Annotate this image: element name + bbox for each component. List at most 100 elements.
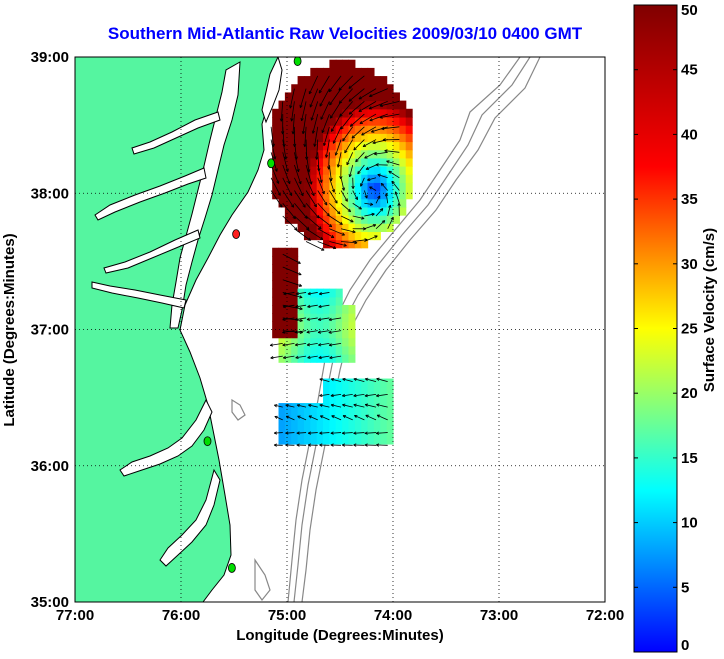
chesapeake-bay: [169, 61, 241, 329]
velocity-cell: [278, 247, 286, 257]
velocity-cell: [316, 435, 324, 445]
velocity-cell: [335, 435, 343, 445]
velocity-cell: [316, 149, 324, 159]
velocity-cell: [297, 125, 305, 134]
velocity-arrow: [355, 152, 365, 163]
colorbar-tick-label: 50: [681, 2, 698, 19]
velocity-arrow-head: [308, 403, 312, 406]
velocity-arrow-head: [302, 205, 306, 208]
velocity-arrow-head: [351, 185, 354, 189]
velocity-cell: [297, 313, 305, 322]
velocity-cell: [373, 92, 381, 102]
chart-title: Southern Mid-Atlantic Raw Velocities 200…: [108, 24, 583, 43]
velocity-arrow: [387, 204, 391, 217]
velocity-arrow-head: [294, 343, 298, 346]
velocity-cell: [361, 223, 369, 232]
velocity-arrow: [321, 113, 330, 133]
velocity-arrow: [309, 88, 319, 108]
velocity-arrow: [353, 378, 365, 383]
velocity-cell: [284, 304, 292, 314]
velocity-cell: [348, 329, 356, 339]
velocity-cell: [399, 125, 407, 134]
velocity-cell: [393, 100, 400, 110]
velocity-arrow-head: [289, 193, 292, 196]
velocity-cell: [323, 182, 330, 192]
velocity-cell: [361, 174, 369, 183]
velocity-cell: [297, 84, 305, 94]
velocity-cell: [393, 149, 400, 159]
velocity-arrow-head: [319, 180, 322, 183]
velocity-arrow: [292, 114, 295, 135]
y-axis-label: Latitude (Degrees:Minutes): [1, 233, 18, 426]
velocity-cell: [310, 116, 318, 126]
velocity-arrow: [376, 432, 388, 434]
velocity-cell: [297, 337, 305, 347]
velocity-cell: [342, 321, 350, 331]
velocity-arrow-head: [381, 182, 385, 185]
velocity-cell: [278, 354, 286, 363]
velocity-arrow-head: [290, 205, 294, 208]
velocity-cell: [342, 378, 350, 388]
velocity-cell: [291, 427, 299, 437]
velocity-cell: [329, 108, 337, 118]
velocity-cell: [284, 264, 292, 273]
colorbar-tick-label: 40: [681, 126, 698, 143]
velocity-cell: [335, 215, 343, 224]
velocity-arrow: [320, 415, 330, 421]
colorbar-tick-label: 20: [681, 385, 698, 402]
velocity-arrow: [325, 139, 330, 158]
velocity-cell: [348, 206, 356, 216]
velocity-cell: [373, 190, 381, 200]
velocity-arrow: [364, 190, 368, 199]
velocity-arrow-head: [330, 393, 334, 397]
velocity-arrow: [377, 174, 388, 179]
velocity-cell: [329, 435, 337, 445]
velocity-cell: [361, 133, 369, 143]
velocity-cell: [329, 394, 337, 404]
velocity-cell: [278, 345, 286, 355]
velocity-cell: [373, 76, 381, 85]
x-axis-label: Longitude (Degrees:Minutes): [236, 627, 444, 644]
velocity-cell: [342, 198, 350, 208]
velocity-arrow-head: [274, 404, 278, 406]
velocity-cell: [291, 321, 299, 331]
velocity-cell: [310, 304, 318, 314]
velocity-cell: [342, 435, 350, 445]
velocity-cell: [393, 141, 400, 151]
velocity-cell: [342, 394, 350, 404]
velocity-cell: [310, 321, 318, 331]
velocity-cell: [272, 108, 280, 118]
velocity-cell: [329, 313, 337, 322]
velocity-cell: [335, 223, 343, 232]
velocity-cell: [335, 108, 343, 118]
velocity-cell: [297, 403, 305, 412]
velocity-arrow: [317, 177, 325, 195]
velocity-cell: [297, 133, 305, 143]
velocity-cell: [297, 149, 305, 159]
velocity-arrow-head: [282, 355, 286, 359]
velocity-cell: [329, 190, 337, 200]
velocity-cell: [323, 321, 330, 331]
velocity-cell: [323, 215, 330, 224]
velocity-cell: [348, 321, 356, 331]
velocity-cell: [303, 419, 311, 429]
velocity-cell: [297, 198, 305, 208]
velocity-cell: [399, 100, 407, 110]
velocity-arrow: [331, 378, 342, 383]
velocity-cell: [354, 100, 362, 110]
velocity-cell: [380, 149, 388, 159]
velocity-cell: [303, 92, 311, 102]
velocity-cell: [393, 174, 400, 183]
y-tick-labels: 39:00 38:00 37:00 36:00 35:00: [31, 49, 69, 611]
velocity-cell: [323, 386, 330, 396]
velocity-cell: [361, 92, 369, 102]
velocity-cell: [272, 329, 280, 339]
velocity-cell: [367, 100, 375, 110]
velocity-cell: [303, 141, 311, 151]
velocity-cell: [278, 280, 286, 290]
velocity-cell: [405, 108, 413, 118]
velocity-arrow: [305, 164, 312, 185]
velocity-cell: [348, 108, 356, 118]
velocity-cell: [291, 337, 299, 347]
